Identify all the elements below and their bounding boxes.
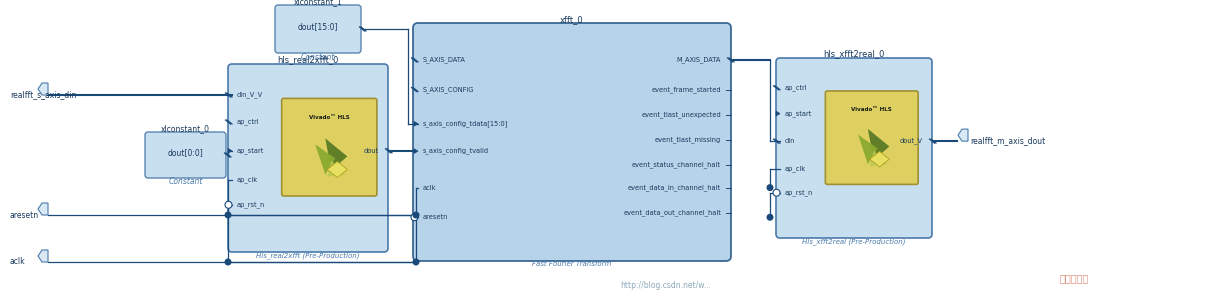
FancyBboxPatch shape	[274, 5, 361, 53]
Text: dout: dout	[364, 148, 379, 154]
Text: xlconstant_1: xlconstant_1	[294, 0, 343, 6]
Polygon shape	[228, 149, 232, 153]
Text: aclk: aclk	[423, 185, 437, 191]
Circle shape	[766, 214, 773, 221]
Text: aresetn: aresetn	[423, 214, 449, 220]
FancyBboxPatch shape	[414, 23, 731, 261]
Text: dout[0:0]: dout[0:0]	[167, 149, 204, 157]
Text: xfft_0: xfft_0	[560, 16, 584, 24]
Text: ap_clk: ap_clk	[237, 176, 259, 183]
Text: M_AXIS_DATA: M_AXIS_DATA	[677, 56, 721, 63]
Text: Fast Fourier Transform: Fast Fourier Transform	[532, 261, 611, 267]
Text: event_tlast_unexpected: event_tlast_unexpected	[642, 111, 721, 118]
Text: xlconstant_0: xlconstant_0	[161, 124, 210, 134]
Polygon shape	[38, 83, 48, 95]
Text: Hls_real2xfft (Pre-Production): Hls_real2xfft (Pre-Production)	[256, 253, 360, 260]
Text: Vivado™ HLS: Vivado™ HLS	[852, 106, 892, 112]
Text: s_axis_config_tdata[15:0]: s_axis_config_tdata[15:0]	[423, 120, 509, 127]
Text: event_data_out_channel_halt: event_data_out_channel_halt	[623, 209, 721, 216]
Circle shape	[773, 189, 780, 196]
Text: S_AXIS_DATA: S_AXIS_DATA	[423, 56, 466, 63]
Text: Vivado™ HLS: Vivado™ HLS	[309, 115, 350, 120]
Text: 电子发烧网: 电子发烧网	[1060, 273, 1089, 283]
Text: hls_xfft2real_0: hls_xfft2real_0	[824, 49, 884, 59]
Text: din: din	[784, 138, 795, 144]
Circle shape	[766, 184, 773, 191]
Circle shape	[412, 259, 420, 265]
Text: hls_real2xfft_0: hls_real2xfft_0	[277, 56, 339, 64]
Text: s_axis_config_tvalid: s_axis_config_tvalid	[423, 148, 489, 155]
Text: aresetn: aresetn	[10, 210, 39, 220]
FancyBboxPatch shape	[282, 99, 377, 196]
Polygon shape	[867, 129, 889, 160]
Text: realfft_m_axis_dout: realfft_m_axis_dout	[970, 137, 1046, 145]
Text: din_V_V: din_V_V	[237, 92, 264, 99]
Text: Hls_xfft2real (Pre-Production): Hls_xfft2real (Pre-Production)	[803, 239, 905, 246]
Polygon shape	[326, 138, 348, 170]
Polygon shape	[414, 121, 418, 126]
Polygon shape	[414, 149, 418, 153]
Polygon shape	[315, 144, 336, 174]
FancyBboxPatch shape	[145, 132, 226, 178]
Text: event_data_in_channel_halt: event_data_in_channel_halt	[628, 184, 721, 191]
Text: Constant: Constant	[168, 178, 203, 186]
Circle shape	[411, 214, 418, 221]
Text: aclk: aclk	[10, 257, 26, 267]
Polygon shape	[38, 250, 48, 262]
Text: ap_ctrl: ap_ctrl	[237, 119, 260, 125]
Text: event_tlast_missing: event_tlast_missing	[655, 136, 721, 143]
Text: ap_rst_n: ap_rst_n	[784, 189, 814, 196]
Text: S_AXIS_CONFIG: S_AXIS_CONFIG	[423, 86, 475, 93]
Polygon shape	[38, 203, 48, 215]
Circle shape	[224, 259, 232, 265]
Text: ap_start: ap_start	[237, 147, 265, 154]
Text: dout[15:0]: dout[15:0]	[298, 22, 338, 31]
Polygon shape	[776, 111, 780, 116]
Text: dout_V: dout_V	[900, 138, 924, 145]
Text: event_status_channel_halt: event_status_channel_halt	[632, 161, 721, 168]
FancyBboxPatch shape	[776, 58, 932, 238]
Text: ap_ctrl: ap_ctrl	[784, 84, 808, 91]
Text: realfft_s_axis_din: realfft_s_axis_din	[10, 91, 77, 99]
Polygon shape	[327, 160, 345, 177]
Polygon shape	[870, 151, 889, 167]
Text: event_frame_started: event_frame_started	[651, 86, 721, 93]
FancyBboxPatch shape	[228, 64, 388, 252]
Text: ap_start: ap_start	[784, 110, 813, 117]
Polygon shape	[870, 150, 887, 166]
Circle shape	[412, 211, 420, 218]
Polygon shape	[958, 129, 967, 141]
Text: http://blog.csdn.net/w...: http://blog.csdn.net/w...	[620, 281, 711, 289]
Text: ap_rst_n: ap_rst_n	[237, 201, 265, 208]
FancyBboxPatch shape	[826, 91, 919, 185]
Polygon shape	[858, 135, 877, 164]
Circle shape	[224, 211, 232, 218]
Text: ap_clk: ap_clk	[784, 165, 806, 172]
Text: Constant: Constant	[301, 52, 336, 62]
Circle shape	[224, 201, 232, 208]
Polygon shape	[327, 161, 348, 178]
